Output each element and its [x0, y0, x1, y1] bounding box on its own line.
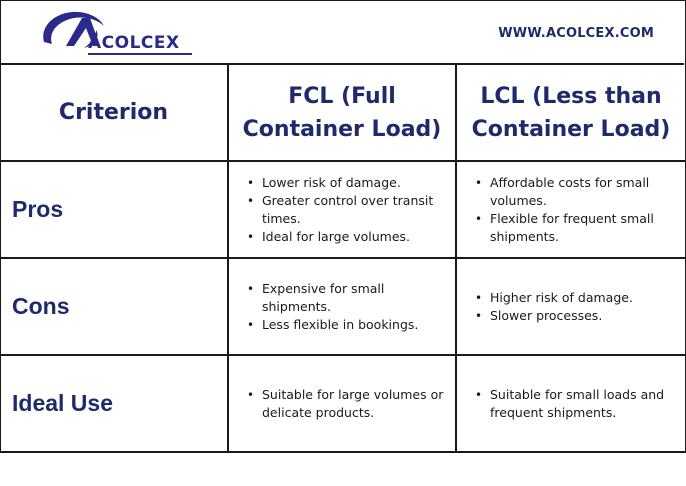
table-header-row: Criterion FCL (Full Container Load) LCL … — [0, 65, 685, 162]
list-item: • Greater control over transit times. — [247, 192, 434, 226]
header-cell-lcl: LCL (Less than Container Load) — [455, 65, 685, 162]
list-item: • Expensive for small shipments. — [247, 280, 385, 314]
bullet-list: • Suitable for large volumes or delicate … — [229, 386, 455, 422]
table-row: Pros • Lower risk of damage. • Greater con… — [0, 160, 685, 259]
fcl-cell: • Lower risk of damage. • Greater control … — [227, 160, 457, 259]
logo-wordmark: ACOLCEX — [88, 33, 180, 53]
lcl-cell: • Suitable for small loads and frequent s… — [455, 354, 685, 453]
bullet-list: • Lower risk of damage. • Greater control … — [229, 174, 455, 246]
row-label-cell: Pros — [0, 160, 229, 259]
fcl-cell: • Expensive for small shipments. • Less fl… — [227, 257, 457, 356]
logo-underline — [88, 53, 192, 55]
bullet-list: • Expensive for small shipments. • Less fl… — [229, 280, 455, 334]
row-label-cell: Ideal Use — [0, 354, 229, 453]
table-row: Cons • Expensive for small shipments. • Le… — [0, 257, 685, 356]
bullet-list: • Higher risk of damage. • Slower processe… — [457, 289, 685, 325]
bullet-list: • Affordable costs for small volumes. • Fl… — [457, 174, 685, 246]
website-url: WWW.ACOLCEX.COM — [498, 26, 654, 41]
list-item: • Less flexible in bookings. — [247, 316, 419, 332]
list-item: • Ideal for large volumes. — [247, 228, 411, 244]
header-criterion: Criterion — [58, 100, 169, 125]
acolcex-logo: ACOLCEX — [38, 6, 198, 56]
header-fcl: FCL (Full Container Load) — [242, 83, 442, 142]
row-label: Pros — [12, 196, 64, 222]
row-label: Ideal Use — [12, 390, 113, 416]
lcl-cell: • Higher risk of damage. • Slower processe… — [455, 257, 685, 356]
bullet-list: • Suitable for small loads and frequent s… — [457, 386, 685, 422]
header-cell-fcl: FCL (Full Container Load) — [227, 65, 457, 162]
list-item: • Higher risk of damage. — [475, 289, 633, 305]
list-item: • Suitable for large volumes or delicate … — [247, 386, 444, 420]
fcl-cell: • Suitable for large volumes or delicate … — [227, 354, 457, 453]
lcl-cell: • Affordable costs for small volumes. • Fl… — [455, 160, 685, 259]
list-item: • Suitable for small loads and frequent s… — [475, 386, 665, 420]
header-lcl: LCL (Less than Container Load) — [471, 83, 671, 142]
list-item: • Slower processes. — [475, 307, 603, 323]
page-header: ACOLCEX WWW.ACOLCEX.COM — [0, 0, 684, 65]
list-item: • Affordable costs for small volumes. — [475, 174, 650, 208]
comparison-table: Criterion FCL (Full Container Load) LCL … — [0, 65, 685, 453]
logo-swoosh-icon — [43, 11, 104, 48]
row-label: Cons — [12, 293, 70, 319]
list-item: • Lower risk of damage. — [247, 174, 401, 190]
header-cell-criterion: Criterion — [0, 65, 229, 162]
row-label-cell: Cons — [0, 257, 229, 356]
list-item: • Flexible for frequent small shipments. — [475, 210, 654, 244]
table-row: Ideal Use • Suitable for large volumes or… — [0, 354, 685, 453]
